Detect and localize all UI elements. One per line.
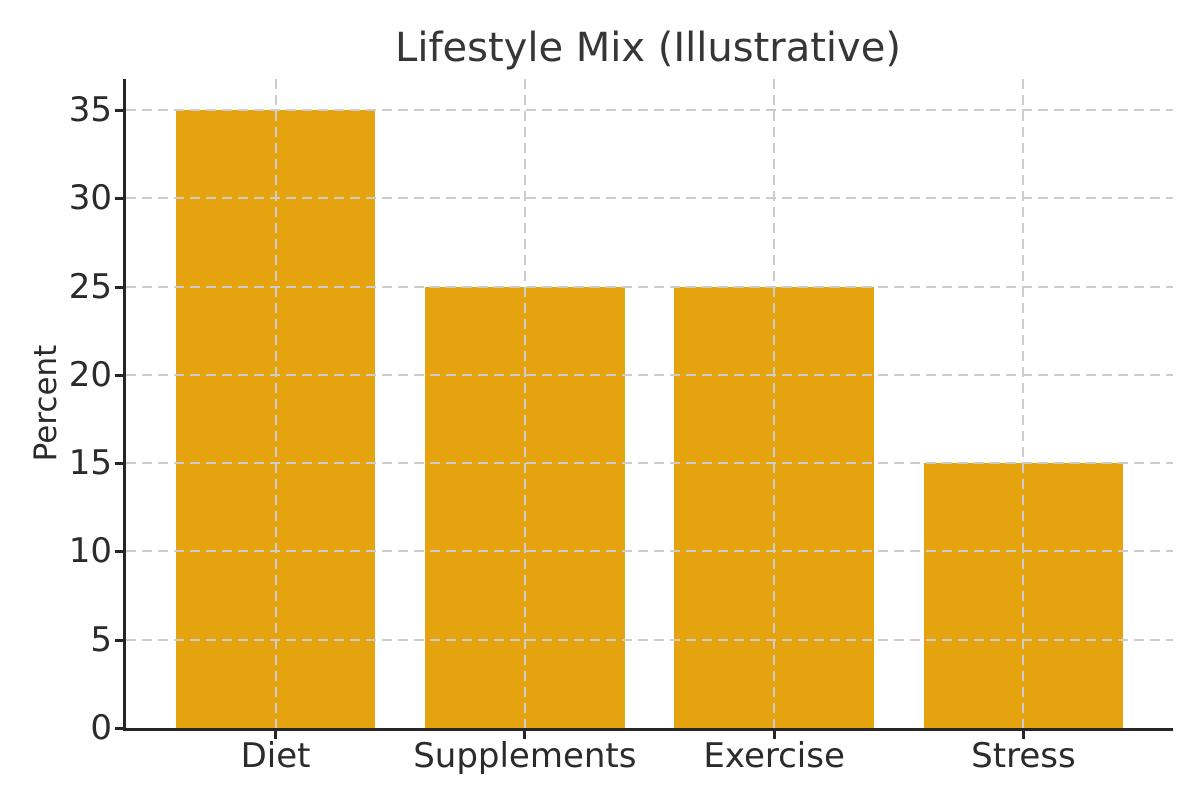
h-gridline-35 (126, 108, 1173, 111)
v-gridline-exercise (773, 79, 776, 728)
plot-area (123, 79, 1173, 731)
y-tick-label-30: 30 (68, 178, 112, 219)
v-gridline-supplements (523, 79, 526, 728)
y-tick-mark-25 (115, 285, 123, 289)
y-tick-mark-35 (115, 108, 123, 112)
plot-inner (126, 79, 1173, 728)
y-tick-label-5: 5 (90, 619, 112, 660)
x-tick-label-stress: Stress (971, 736, 1076, 776)
h-gridline-5 (126, 638, 1173, 641)
y-tick-mark-15 (115, 462, 123, 466)
y-tick-label-20: 20 (68, 354, 112, 395)
x-tick-mark-supplements (523, 731, 527, 739)
x-tick-mark-stress (1021, 731, 1025, 739)
y-tick-label-0: 0 (90, 708, 112, 748)
chart-title: Lifestyle Mix (Illustrative) (395, 25, 901, 71)
x-tick-label-diet: Diet (240, 736, 311, 776)
y-tick-label-15: 15 (68, 443, 112, 484)
h-gridline-30 (126, 197, 1173, 200)
y-tick-mark-30 (115, 197, 123, 201)
h-gridline-25 (126, 285, 1173, 288)
v-gridline-stress (1022, 79, 1025, 728)
y-tick-label-25: 25 (68, 266, 112, 307)
h-gridline-20 (126, 373, 1173, 376)
x-tick-mark-exercise (772, 731, 776, 739)
y-tick-mark-0 (115, 727, 123, 730)
y-tick-mark-5 (115, 638, 123, 642)
y-tick-mark-10 (115, 550, 123, 554)
x-tick-mark-diet (274, 731, 278, 739)
v-gridline-diet (274, 79, 277, 728)
h-gridline-15 (126, 462, 1173, 465)
y-tick-mark-20 (115, 373, 123, 377)
h-gridline-10 (126, 550, 1173, 553)
x-tick-label-exercise: Exercise (703, 736, 845, 776)
y-tick-label-10: 10 (68, 531, 112, 572)
y-tick-label-35: 35 (68, 89, 112, 130)
x-tick-label-supplements: Supplements (413, 736, 637, 776)
